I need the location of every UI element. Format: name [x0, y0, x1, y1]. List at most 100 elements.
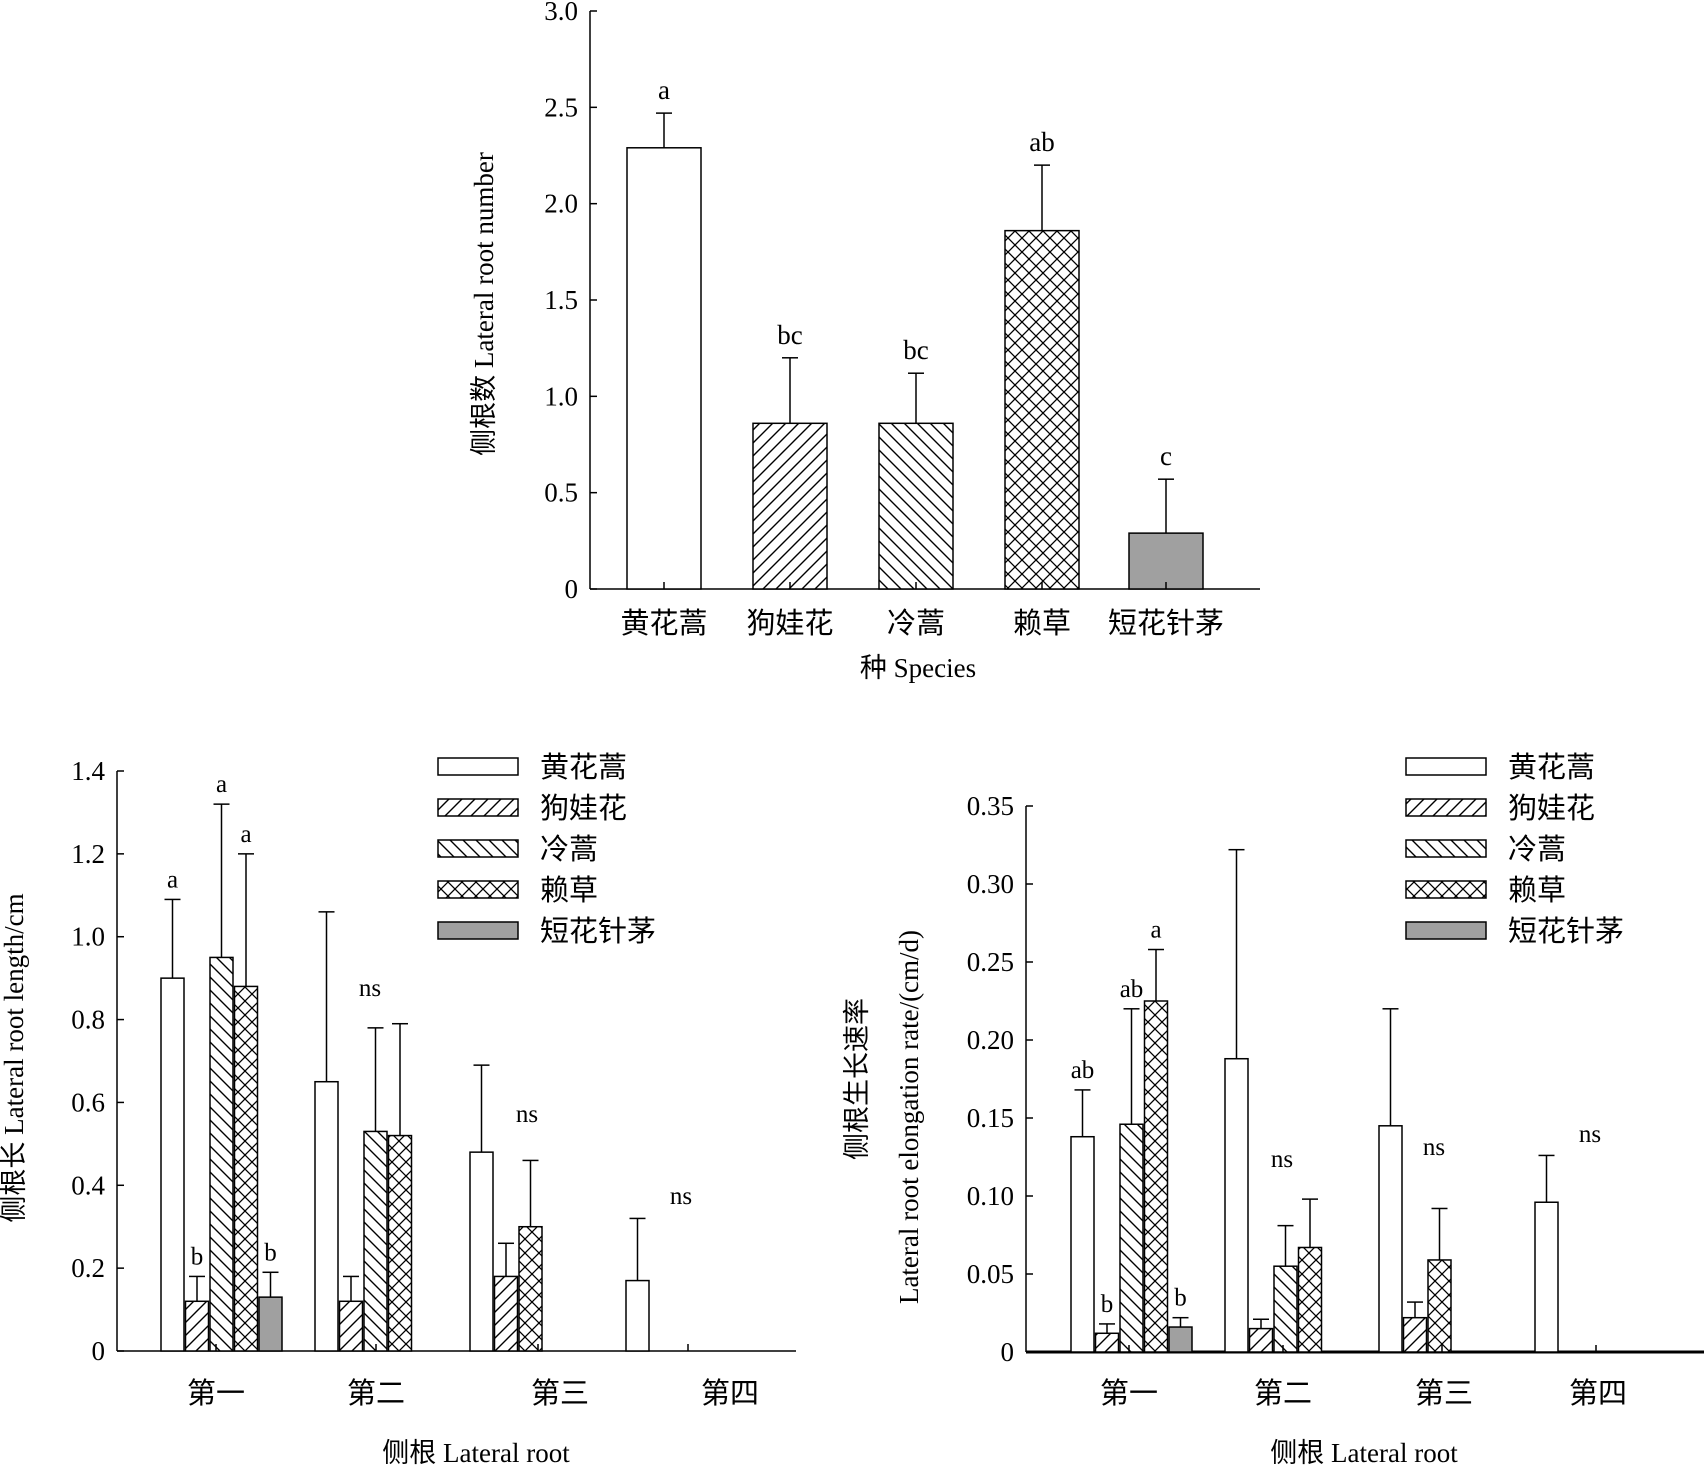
br-bar	[1378, 1125, 1403, 1353]
bl-ns-label: ns	[516, 1101, 538, 1128]
br-legend-swatch	[1405, 757, 1487, 776]
bl-y-tick-label: 1.2	[71, 839, 105, 869]
br-y-axis-label-cn: 侧根生长速率	[842, 998, 872, 1160]
bl-y-tick-label: 0.2	[71, 1253, 105, 1283]
br-legend-swatch	[1405, 798, 1487, 817]
bl-bar	[314, 1080, 339, 1352]
bl-ns-label: ns	[670, 1183, 692, 1210]
lateral-root-elongation-chart: 00.050.100.150.200.250.300.35abbabab第一ns…	[967, 751, 1704, 1410]
br-ns-label: ns	[1579, 1121, 1601, 1148]
bl-x-tick-label: 第一	[187, 1377, 245, 1410]
br-bar	[1248, 1327, 1274, 1353]
bl-legend-label: 狗娃花	[540, 792, 627, 825]
bl-legend-swatch	[437, 921, 519, 940]
lateral-root-number-chart: 0 0.5 1.0 1.5 2.0 2.5 3.0 a 黄花蒿 bc 狗娃花 bc 冷蒿 ab 赖草 c 短花针…	[544, 0, 1260, 640]
br-significance-letter: ab	[1120, 976, 1144, 1003]
br-significance-letter: ab	[1071, 1057, 1095, 1084]
bl-legend-swatch	[437, 757, 519, 776]
bl-bar	[387, 1134, 413, 1352]
bl-bar	[233, 985, 259, 1352]
bl-legend-swatch	[437, 839, 519, 858]
top-y-tick-label: 1.5	[544, 285, 578, 315]
bl-bar	[518, 1225, 543, 1352]
bl-y-tick-label: 0	[92, 1336, 106, 1366]
bl-bar	[258, 1296, 283, 1352]
br-y-tick-label: 0.20	[967, 1025, 1014, 1055]
bl-legend-label: 冷蒿	[540, 833, 598, 866]
br-y-tick-label: 0.30	[967, 869, 1014, 899]
top-bar	[1004, 229, 1080, 590]
bl-y-tick-label: 0.4	[71, 1170, 105, 1200]
br-bar	[1070, 1135, 1095, 1353]
br-legend-swatch	[1405, 921, 1487, 940]
br-legend-label: 狗娃花	[1508, 792, 1595, 825]
top-x-tick-label: 赖草	[1013, 607, 1071, 640]
top-y-tick-label: 1.0	[544, 381, 578, 411]
bl-significance-letter: a	[240, 821, 251, 848]
bl-bar	[469, 1151, 494, 1352]
top-significance-letter: ab	[1029, 127, 1054, 157]
bl-y-axis-label: 侧根长 Lateral root length/cm	[0, 893, 29, 1222]
bl-bar	[625, 1279, 650, 1352]
top-significance-letter: bc	[777, 320, 803, 350]
top-x-tick-label: 冷蒿	[887, 607, 945, 640]
bl-significance-letter: b	[264, 1239, 277, 1266]
top-x-axis-label: 种 Species	[860, 653, 976, 683]
bl-ns-label: ns	[359, 975, 381, 1002]
br-y-tick-label: 0.10	[967, 1181, 1014, 1211]
br-legend-swatch	[1405, 880, 1487, 899]
bl-legend-swatch	[437, 798, 519, 817]
br-y-axis-label-en: Lateral root elongation rate/(cm/d)	[894, 930, 924, 1304]
top-y-tick-label: 0.5	[544, 478, 578, 508]
bl-y-tick-label: 1.4	[71, 756, 105, 786]
br-bar	[1224, 1057, 1249, 1353]
br-bar	[1534, 1201, 1559, 1353]
br-bar	[1297, 1246, 1323, 1353]
br-bar	[1273, 1265, 1298, 1353]
top-bar	[752, 422, 828, 590]
bl-x-axis-label: 侧根 Lateral root	[382, 1438, 570, 1467]
top-y-tick-label: 0	[565, 574, 579, 604]
br-y-tick-label: 0.25	[967, 947, 1014, 977]
br-legend-swatch	[1405, 839, 1487, 858]
br-x-tick-label: 第三	[1415, 1377, 1473, 1410]
bl-y-tick-label: 0.6	[71, 1087, 105, 1117]
top-y-axis-label: 侧根数 Lateral root number	[469, 152, 499, 456]
br-ns-label: ns	[1423, 1134, 1445, 1161]
br-bar	[1402, 1316, 1428, 1353]
top-y-tick-label: 2.0	[544, 189, 578, 219]
bl-bar	[209, 956, 234, 1352]
bl-bar	[363, 1130, 388, 1352]
bl-bar	[184, 1300, 210, 1352]
br-significance-letter: a	[1150, 917, 1161, 944]
lateral-root-length-chart: 00.20.40.60.81.01.21.4abaab第一ns第二ns第三ns第…	[71, 751, 796, 1410]
top-significance-letter: bc	[903, 335, 929, 365]
br-bar	[1119, 1123, 1144, 1353]
bl-legend-label: 赖草	[540, 874, 598, 907]
br-significance-letter: b	[1101, 1291, 1114, 1318]
br-significance-letter: b	[1174, 1285, 1187, 1312]
br-bar	[1094, 1332, 1120, 1353]
top-y-tick-label: 3.0	[544, 0, 578, 26]
bl-legend-swatch	[437, 880, 519, 899]
top-x-tick-label: 狗娃花	[746, 607, 833, 640]
br-x-axis-label: 侧根 Lateral root	[1270, 1438, 1458, 1467]
br-x-tick-label: 第四	[1569, 1377, 1627, 1410]
bl-bar	[493, 1275, 519, 1352]
bl-y-tick-label: 0.8	[71, 1005, 105, 1035]
top-x-tick-label: 黄花蒿	[620, 607, 707, 640]
bl-x-tick-label: 第四	[701, 1377, 759, 1410]
top-bar	[878, 422, 954, 590]
br-y-tick-label: 0.35	[967, 791, 1014, 821]
br-x-tick-label: 第二	[1254, 1377, 1312, 1410]
br-legend-label: 黄花蒿	[1508, 751, 1595, 784]
top-significance-letter: a	[658, 75, 670, 105]
br-y-tick-label: 0.05	[967, 1259, 1014, 1289]
top-x-tick-label: 短花针茅	[1108, 607, 1224, 640]
bl-legend-label: 黄花蒿	[540, 751, 627, 784]
bl-legend-label: 短花针茅	[540, 915, 656, 948]
br-legend-label: 赖草	[1508, 874, 1566, 907]
top-y-tick-label: 2.5	[544, 92, 578, 122]
